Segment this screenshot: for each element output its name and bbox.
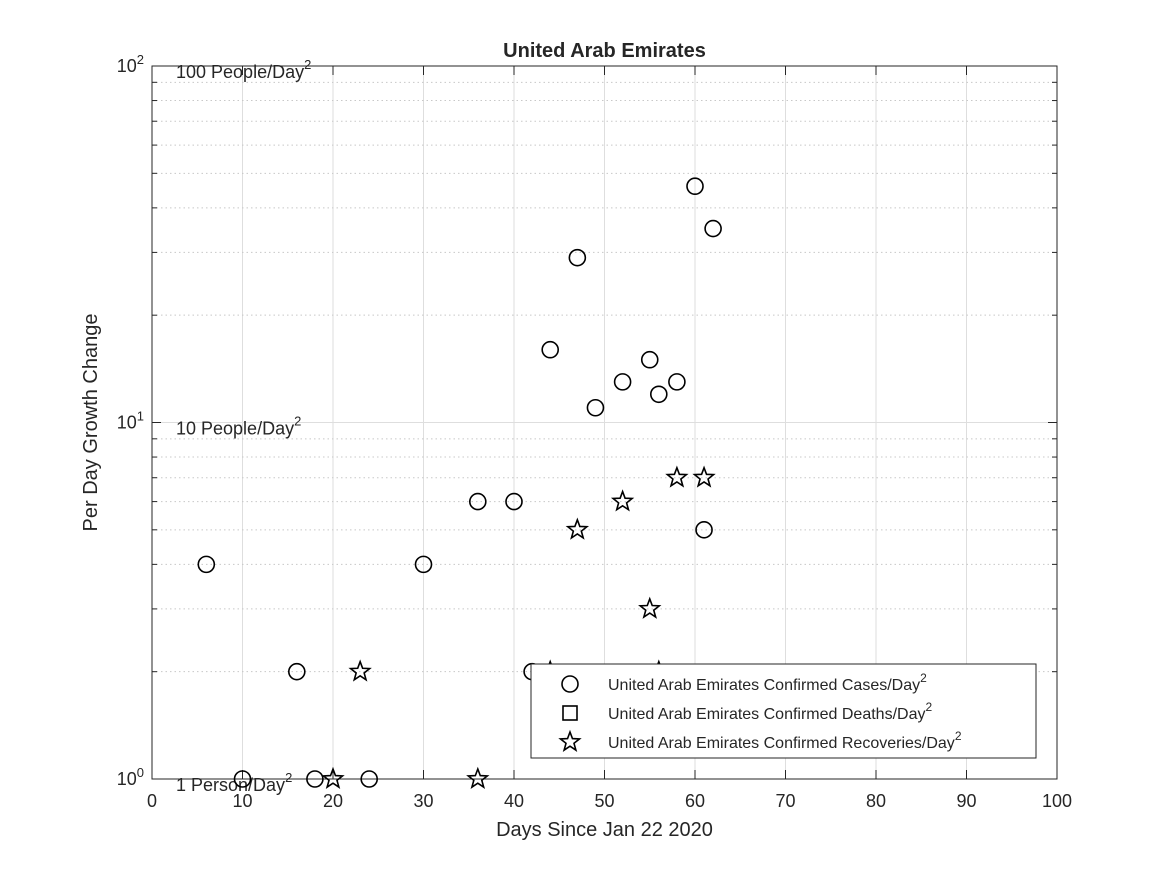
x-tick-label: 80 — [866, 791, 886, 811]
x-tick-label: 60 — [685, 791, 705, 811]
confirmed-case-point — [668, 373, 686, 391]
confirmed-case-point — [414, 555, 433, 574]
y-tick-label: 102 — [117, 52, 144, 76]
x-tick-label: 100 — [1042, 791, 1072, 811]
reference-labels: 100 People/Day2 10 People/Day2 1 Person/Da… — [176, 57, 311, 795]
confirmed-case-point — [649, 385, 668, 404]
confirmed-case-point — [704, 219, 722, 238]
confirmed-case-point — [306, 770, 324, 788]
legend-entries: United Arab Emirates Confirmed Cases/Day… — [558, 671, 962, 752]
recovery-point — [692, 465, 716, 488]
legend-square-icon — [562, 705, 578, 721]
recovery-point — [610, 489, 635, 512]
recovery-point — [321, 766, 345, 789]
legend-star-icon — [558, 729, 582, 752]
confirmed-case-point — [613, 373, 632, 391]
confirmed-case-point — [541, 340, 560, 359]
legend-label: United Arab Emirates Confirmed Deaths/Da… — [608, 700, 932, 723]
recovery-point — [348, 659, 372, 682]
confirmed-case-point — [233, 770, 252, 788]
recovery-point — [665, 465, 689, 488]
axis-ticks: 0 10 20 30 40 50 60 70 80 90 100 100 101 102 — [117, 52, 1072, 811]
reference-label: 100 People/Day2 — [176, 57, 311, 82]
recovery-point — [565, 517, 590, 540]
x-tick-label: 40 — [504, 791, 524, 811]
x-axis-label: Days Since Jan 22 2020 — [496, 819, 713, 841]
confirmed-case-point — [568, 248, 587, 267]
confirmed-case-point — [695, 521, 713, 539]
confirmed-case-point — [287, 662, 306, 681]
x-tick-label: 30 — [413, 791, 433, 811]
x-tick-label: 90 — [956, 791, 976, 811]
legend-box — [530, 663, 1037, 759]
confirmed-case-point — [586, 398, 605, 417]
reference-label: 1 Person/Day2 — [176, 770, 292, 795]
y-tick-label: 101 — [117, 409, 144, 433]
x-tick-label: 20 — [323, 791, 343, 811]
confirmed-case-point — [360, 770, 379, 788]
chart-title: United Arab Emirates — [503, 40, 706, 62]
confirmed-case-point — [640, 350, 659, 369]
legend-label: United Arab Emirates Confirmed Recoverie… — [608, 729, 962, 752]
recovery-point — [466, 766, 490, 789]
confirmed-case-point — [197, 555, 216, 574]
x-tick-label: 0 — [147, 791, 157, 811]
legend-label: United Arab Emirates Confirmed Cases/Day… — [608, 671, 927, 694]
x-tick-label: 10 — [232, 791, 252, 811]
recovery-point — [638, 596, 662, 619]
confirmed-case-point — [468, 492, 487, 511]
y-axis-label: Per Day Growth Change — [80, 314, 102, 532]
legend: United Arab Emirates Confirmed Cases/Day… — [530, 663, 1037, 759]
x-tick-label: 50 — [594, 791, 614, 811]
legend-circle-icon — [561, 675, 579, 693]
y-tick-label: 100 — [117, 765, 144, 789]
confirmed-case-point — [686, 177, 704, 196]
confirmed-case-point — [505, 492, 523, 511]
reference-label: 10 People/Day2 — [176, 414, 301, 439]
x-tick-label: 70 — [775, 791, 795, 811]
